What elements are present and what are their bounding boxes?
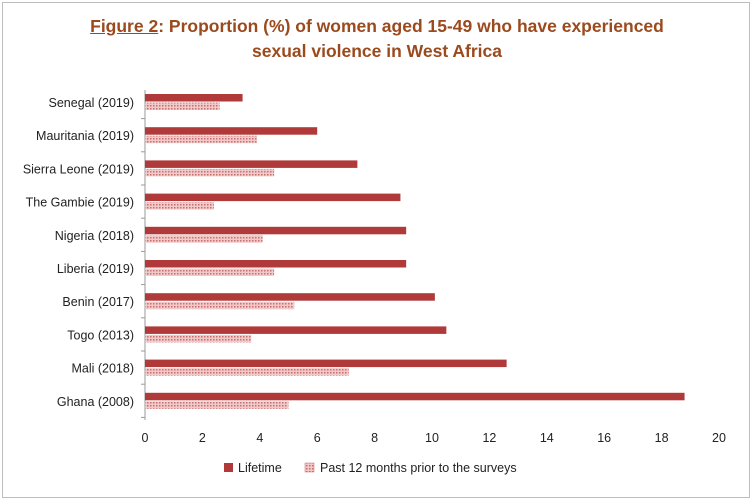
x-tick-label: 10	[425, 431, 439, 445]
legend-swatch-lifetime	[224, 463, 233, 472]
bar-lifetime	[145, 359, 507, 368]
category-label: Mali (2018)	[71, 362, 134, 376]
x-tick-label: 0	[142, 431, 149, 445]
figure-number: Figure 2	[90, 16, 159, 36]
bar-lifetime	[145, 392, 685, 401]
bar-lifetime	[145, 326, 447, 334]
bar-lifetime	[145, 293, 435, 301]
bar-lifetime	[145, 127, 318, 135]
bar-past-12-months	[145, 368, 349, 376]
bar-lifetime	[145, 260, 407, 268]
title-line-1: : Proportion (%) of women aged 15-49 who…	[158, 16, 664, 36]
bar-lifetime	[145, 193, 401, 202]
x-tick-label: 14	[540, 431, 554, 445]
bar-past-12-months	[145, 268, 275, 276]
x-tick-label: 6	[314, 431, 321, 445]
category-label: Nigeria (2018)	[55, 229, 134, 243]
category-label: Senegal (2019)	[49, 96, 134, 110]
category-label: The Gambie (2019)	[26, 196, 134, 210]
legend-label-past-12-months: Past 12 months prior to the surveys	[320, 461, 517, 475]
title-line-2: sexual violence in West Africa	[252, 41, 502, 61]
category-label: Ghana (2008)	[57, 395, 134, 409]
bar-past-12-months	[145, 401, 289, 409]
bar-past-12-months	[145, 168, 275, 177]
category-label: Benin (2017)	[62, 295, 134, 309]
legend-label-lifetime: Lifetime	[238, 461, 282, 475]
x-tick-label: 18	[655, 431, 669, 445]
x-tick-label: 12	[482, 431, 496, 445]
x-tick-label: 4	[256, 431, 263, 445]
x-tick-label: 2	[199, 431, 206, 445]
category-label: Liberia (2019)	[57, 262, 134, 276]
bar-lifetime	[145, 160, 358, 168]
bar-lifetime	[145, 94, 243, 102]
category-label: Sierra Leone (2019)	[23, 162, 134, 176]
category-label: Mauritania (2019)	[36, 129, 134, 143]
x-tick-label: 20	[712, 431, 726, 445]
bar-past-12-months	[145, 202, 214, 210]
bar-past-12-months	[145, 135, 257, 144]
category-label: Togo (2013)	[67, 328, 134, 342]
bar-past-12-months	[145, 235, 263, 243]
x-tick-label: 8	[371, 431, 378, 445]
bar-past-12-months	[145, 102, 220, 110]
bar-past-12-months	[145, 301, 295, 310]
chart-title: Figure 2: Proportion (%) of women aged 1…	[0, 14, 754, 64]
bar-lifetime	[145, 226, 407, 235]
bar-past-12-months	[145, 334, 252, 343]
legend-swatch-past-12-months	[304, 462, 315, 473]
x-tick-label: 16	[597, 431, 611, 445]
